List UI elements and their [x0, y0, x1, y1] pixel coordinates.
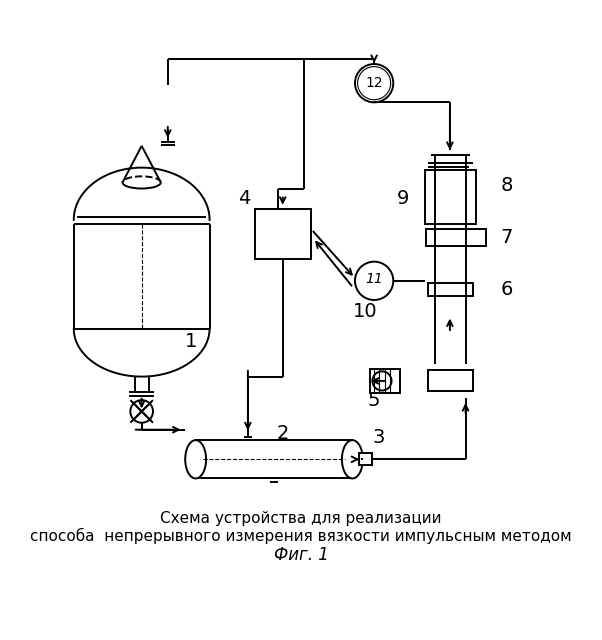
Text: 11: 11 — [365, 272, 383, 286]
Text: Схема устройства для реализации: Схема устройства для реализации — [160, 511, 442, 526]
Text: 9: 9 — [397, 189, 409, 207]
Circle shape — [131, 400, 153, 423]
Text: 10: 10 — [353, 302, 377, 321]
Text: 7: 7 — [500, 228, 513, 247]
Bar — [359, 453, 371, 465]
Bar — [196, 440, 352, 479]
Ellipse shape — [185, 440, 206, 479]
Bar — [428, 283, 473, 296]
Text: Фиг. 1: Фиг. 1 — [273, 546, 329, 564]
Ellipse shape — [342, 440, 363, 479]
Text: способа  непрерывного измерения вязкости импульсным методом: способа непрерывного измерения вязкости … — [30, 528, 572, 544]
Text: 12: 12 — [365, 76, 383, 90]
Bar — [428, 371, 473, 392]
Text: 4: 4 — [238, 189, 250, 207]
Circle shape — [358, 67, 391, 100]
Bar — [424, 170, 476, 224]
Circle shape — [355, 64, 393, 102]
Text: 2: 2 — [276, 424, 289, 443]
Text: 1: 1 — [185, 332, 197, 351]
Bar — [370, 369, 400, 393]
Text: 3: 3 — [372, 428, 385, 447]
Ellipse shape — [373, 371, 391, 390]
Circle shape — [355, 262, 393, 300]
Text: 6: 6 — [500, 280, 513, 299]
Bar — [255, 209, 311, 259]
Text: 8: 8 — [500, 175, 513, 195]
Text: 5: 5 — [368, 390, 380, 410]
Bar — [426, 228, 486, 246]
